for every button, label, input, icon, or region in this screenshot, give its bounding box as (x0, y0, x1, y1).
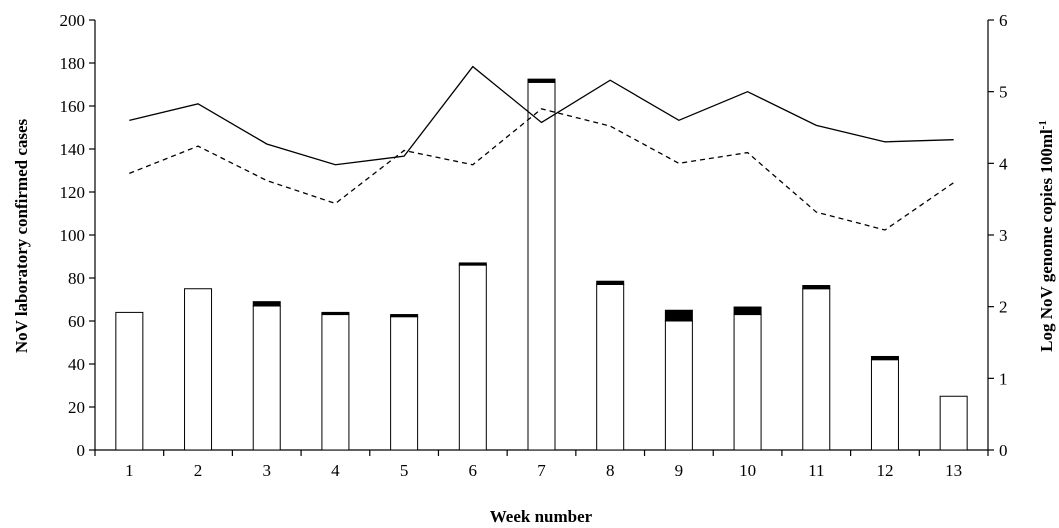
bar-solid (733, 306, 762, 316)
bar-open (939, 395, 968, 451)
bar-open (802, 288, 831, 451)
bar-open (252, 305, 281, 451)
y2-axis-title: Log NoV genome copies 100ml-1 (1037, 120, 1056, 352)
bar-solid (527, 78, 556, 83)
x-axis-title: Week number (490, 507, 593, 526)
x-tick-label: 7 (537, 461, 546, 480)
bar-open (870, 359, 899, 451)
y2-tick-label: 3 (999, 226, 1008, 245)
bar-open (458, 264, 487, 451)
y-tick-label: 200 (60, 11, 86, 30)
series-line-solid (129, 65, 954, 166)
bar-open (115, 311, 144, 451)
y-tick-label: 40 (68, 355, 85, 374)
bar-open (596, 283, 625, 451)
x-tick-label: 8 (606, 461, 615, 480)
bar-solid (802, 285, 831, 290)
bar-open (527, 81, 556, 451)
x-tick-label: 13 (945, 461, 962, 480)
y-tick-label: 160 (60, 97, 86, 116)
y2-tick-label: 6 (999, 11, 1008, 30)
y2-tick-label: 0 (999, 441, 1008, 460)
x-tick-label: 12 (876, 461, 893, 480)
bar-open (321, 314, 350, 451)
x-tick-label: 4 (331, 461, 340, 480)
y2-axis-title-superscript: -1 (1037, 120, 1049, 129)
bar-solid (458, 262, 487, 266)
y-axis-title: NoV laboratory confirmed cases (12, 118, 31, 353)
y2-axis-title-main: Log NoV genome copies 100ml (1037, 129, 1056, 352)
y2-tick-label: 2 (999, 298, 1008, 317)
y-tick-label: 60 (68, 312, 85, 331)
y-tick-label: 20 (68, 398, 85, 417)
x-tick-label: 2 (194, 461, 203, 480)
bar-open (664, 320, 693, 451)
y-tick-label: 180 (60, 54, 86, 73)
bar-solid (664, 309, 693, 322)
x-tick-label: 6 (469, 461, 478, 480)
bar-solid (390, 314, 419, 318)
y-tick-label: 0 (77, 441, 86, 460)
y2-tick-label: 5 (999, 83, 1008, 102)
bar-open (390, 316, 419, 451)
y2-tick-label: 4 (999, 154, 1008, 173)
bar-open (184, 288, 213, 451)
y-tick-label: 80 (68, 269, 85, 288)
bar-open (733, 314, 762, 451)
series-line-dashed (129, 108, 955, 231)
x-tick-label: 10 (739, 461, 756, 480)
x-tick-label: 1 (125, 461, 134, 480)
y-tick-label: 100 (60, 226, 86, 245)
bar-solid (252, 301, 281, 307)
y-tick-label: 140 (60, 140, 86, 159)
bar-solid (321, 311, 350, 316)
y2-tick-label: 1 (999, 369, 1008, 388)
x-tick-label: 5 (400, 461, 409, 480)
bar-solid (870, 355, 899, 361)
bar-solid (596, 280, 625, 285)
x-tick-label: 11 (808, 461, 824, 480)
bars (115, 78, 968, 451)
x-tick-label: 3 (262, 461, 271, 480)
x-tick-label: 9 (675, 461, 684, 480)
lines (129, 65, 955, 231)
y-tick-label: 120 (60, 183, 86, 202)
